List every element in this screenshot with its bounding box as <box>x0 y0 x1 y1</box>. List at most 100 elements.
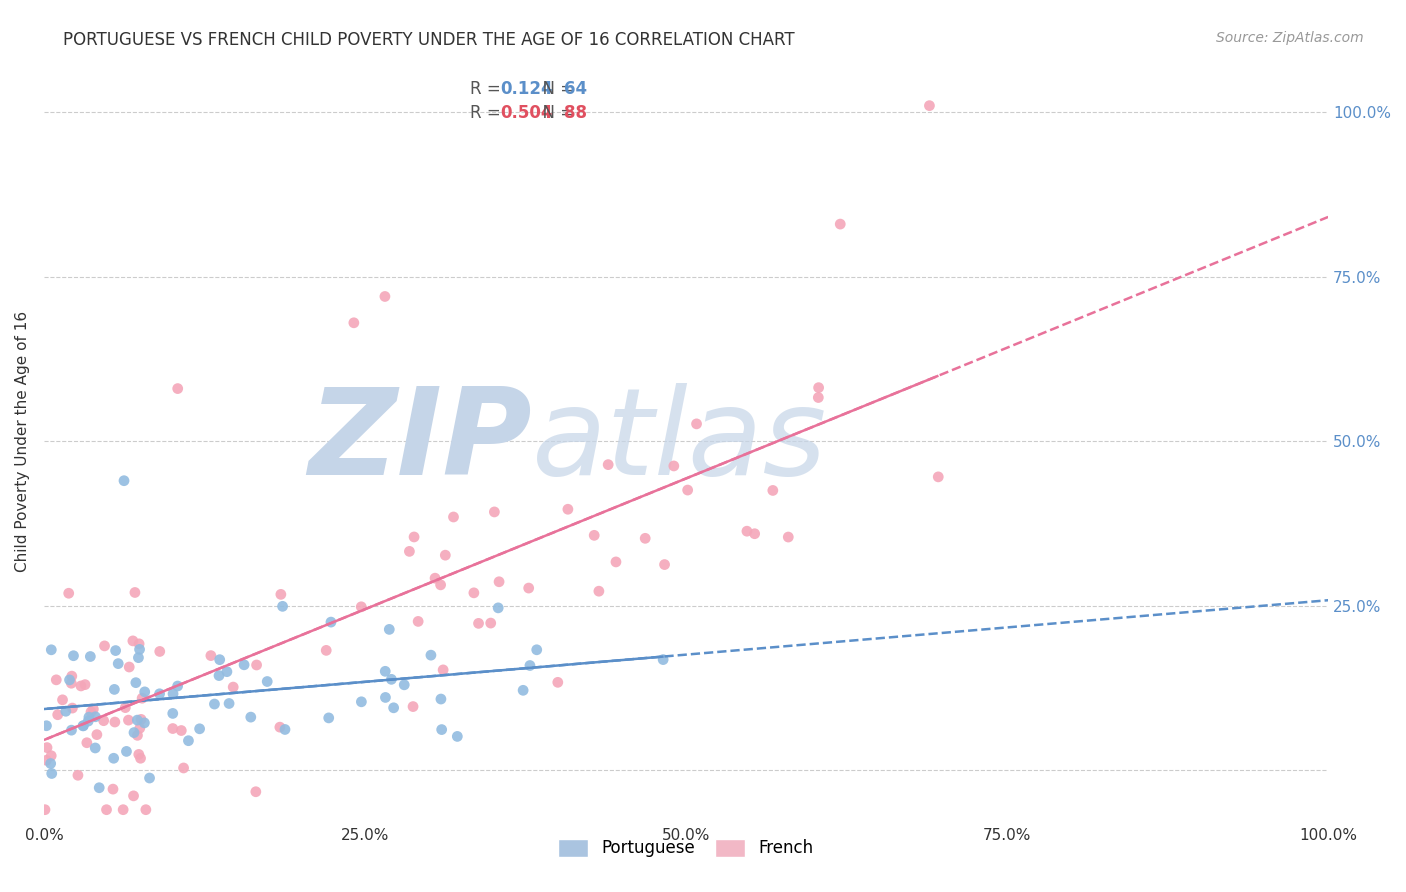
Point <box>96 803 118 817</box>
Point <box>104 714 127 729</box>
Point <box>35 753 58 767</box>
Point <box>374 690 396 705</box>
Text: ZIP: ZIP <box>308 383 531 500</box>
Point <box>350 599 373 614</box>
Point <box>128 642 150 657</box>
Point <box>39 748 62 763</box>
Point <box>406 615 429 629</box>
Point <box>162 706 184 721</box>
Text: Source: ZipAtlas.com: Source: ZipAtlas.com <box>1216 31 1364 45</box>
Point <box>148 687 170 701</box>
Point <box>122 725 145 739</box>
Point <box>271 599 294 614</box>
Point <box>419 648 441 662</box>
Point <box>55 704 77 718</box>
Point <box>134 685 156 699</box>
Text: R =: R = <box>470 104 506 122</box>
Point <box>125 675 148 690</box>
Point <box>129 751 152 765</box>
Point <box>547 675 569 690</box>
Point <box>66 768 89 782</box>
Point <box>239 710 262 724</box>
Point <box>654 558 676 572</box>
Point <box>484 505 506 519</box>
Text: 0.504: 0.504 <box>499 104 553 122</box>
Point <box>114 700 136 714</box>
Point <box>51 693 73 707</box>
Point <box>58 586 80 600</box>
Point <box>583 528 606 542</box>
Point <box>170 723 193 738</box>
Point <box>149 644 172 658</box>
Point <box>112 474 135 488</box>
Point <box>762 483 785 498</box>
Text: 88: 88 <box>564 104 588 122</box>
Point <box>270 587 292 601</box>
Point <box>557 502 579 516</box>
Point <box>479 616 502 631</box>
Point <box>245 785 267 799</box>
Point <box>830 217 852 231</box>
Point <box>34 803 56 817</box>
Point <box>73 678 96 692</box>
Point <box>79 649 101 664</box>
Point <box>318 711 340 725</box>
Point <box>162 687 184 701</box>
Point <box>208 653 231 667</box>
Point <box>128 637 150 651</box>
Point <box>166 382 188 396</box>
Point <box>128 747 150 762</box>
Point <box>519 658 541 673</box>
Point <box>256 674 278 689</box>
Point <box>76 736 98 750</box>
Point <box>62 648 84 663</box>
Point <box>208 668 231 682</box>
Point <box>39 642 62 657</box>
Point <box>77 710 100 724</box>
Point <box>778 530 800 544</box>
Point <box>598 458 620 472</box>
Point <box>588 584 610 599</box>
Point <box>131 691 153 706</box>
Point <box>486 600 509 615</box>
Point <box>319 615 342 629</box>
Point <box>378 623 401 637</box>
Text: atlas: atlas <box>531 383 827 500</box>
Point <box>118 660 141 674</box>
Point <box>807 391 830 405</box>
Point <box>204 697 226 711</box>
Point <box>39 756 62 771</box>
Point <box>84 710 107 724</box>
Point <box>77 714 100 728</box>
Point <box>394 678 416 692</box>
Point <box>104 643 127 657</box>
Point <box>350 695 373 709</box>
Point <box>374 289 396 303</box>
Text: N =: N = <box>531 79 579 97</box>
Y-axis label: Child Poverty Under the Age of 16: Child Poverty Under the Age of 16 <box>15 310 30 572</box>
Point <box>122 789 145 803</box>
Point <box>222 680 245 694</box>
Point <box>82 702 104 716</box>
Point <box>127 713 149 727</box>
Point <box>46 707 69 722</box>
Point <box>60 676 83 690</box>
Point <box>434 548 457 562</box>
Point <box>115 744 138 758</box>
Point <box>233 657 256 672</box>
Point <box>918 98 941 112</box>
Point <box>138 771 160 785</box>
Text: N =: N = <box>531 104 579 122</box>
Text: R =: R = <box>470 79 506 97</box>
Point <box>430 692 453 706</box>
Point <box>269 720 291 734</box>
Point <box>526 642 548 657</box>
Point <box>135 803 157 817</box>
Point <box>128 721 150 735</box>
Point <box>107 657 129 671</box>
Point <box>127 728 149 742</box>
Point <box>430 723 453 737</box>
Point <box>374 665 396 679</box>
Point <box>735 524 758 539</box>
Point <box>86 728 108 742</box>
